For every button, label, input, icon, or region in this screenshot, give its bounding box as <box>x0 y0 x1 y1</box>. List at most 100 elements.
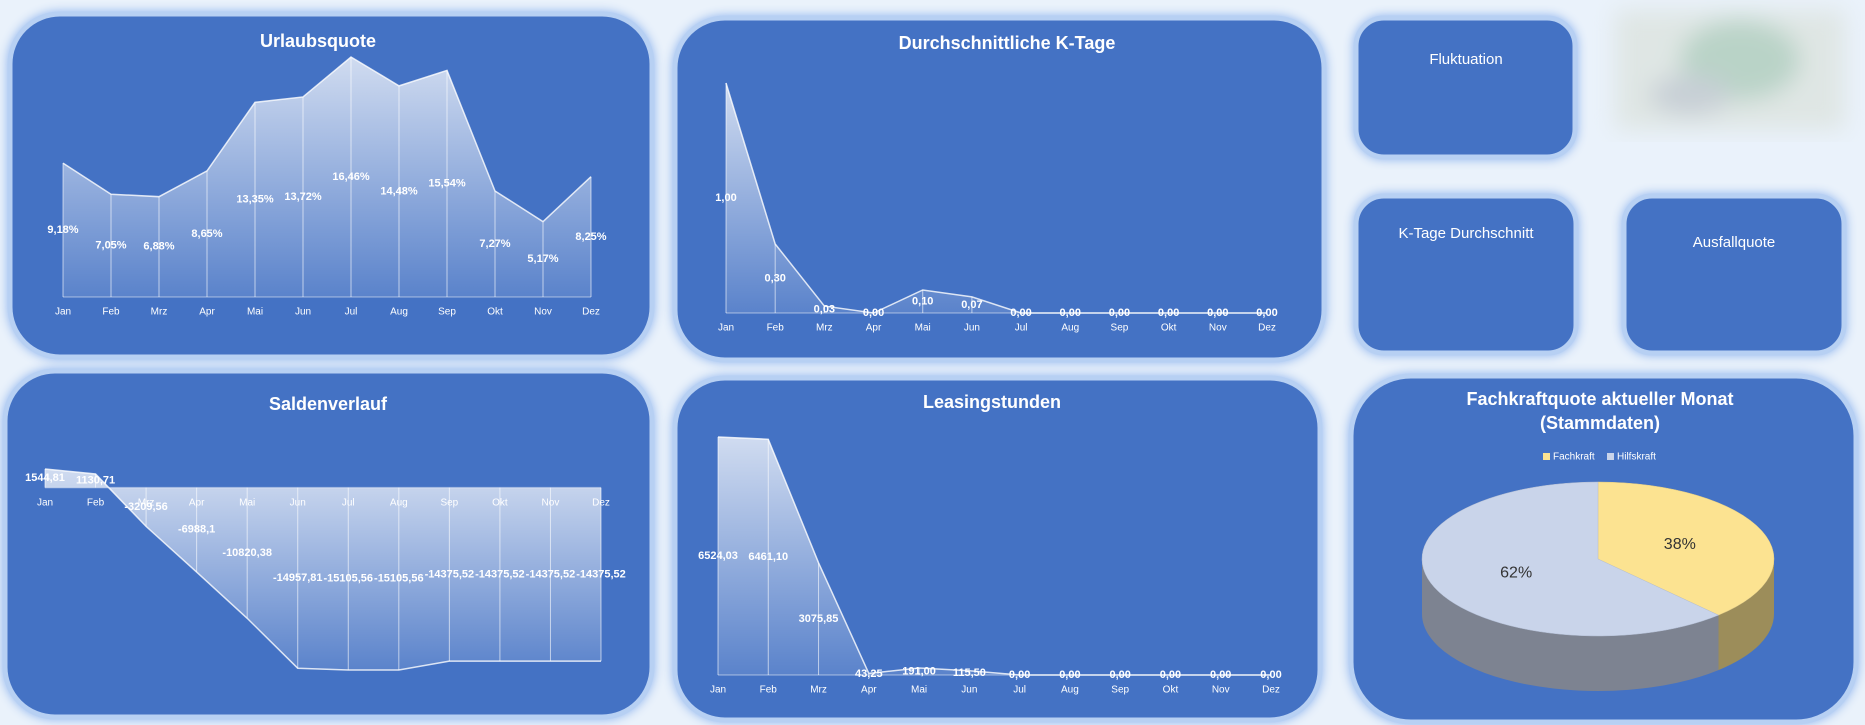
data-label: -15105,56 <box>374 573 424 585</box>
data-label: 13,35% <box>236 194 274 206</box>
category-label: Nov <box>534 307 552 318</box>
category-label: Okt <box>1161 323 1177 334</box>
data-label: 0,00 <box>863 307 884 319</box>
area-line <box>44 468 601 671</box>
category-label: Mrz <box>138 497 155 508</box>
area-fill <box>45 469 601 670</box>
category-label: Dez <box>592 497 610 508</box>
category-label: Okt <box>487 307 503 318</box>
data-label: 0,00 <box>1260 669 1281 681</box>
category-label: Apr <box>866 323 882 334</box>
chart-title: Urlaubsquote <box>260 31 376 51</box>
category-label: Jul <box>342 497 355 508</box>
data-label: 0,00 <box>1059 669 1080 681</box>
category-label: Feb <box>87 497 105 508</box>
category-label: Apr <box>861 685 877 696</box>
pie-side <box>1718 559 1774 671</box>
category-label: Aug <box>1061 685 1079 696</box>
category-label: Mai <box>239 497 255 508</box>
category-label: Jan <box>718 323 734 334</box>
data-label: 16,46% <box>332 171 370 183</box>
data-label: 6524,03 <box>698 550 738 562</box>
data-label: -14375,52 <box>526 568 576 580</box>
data-label: 0,03 <box>814 303 835 315</box>
category-label: Jun <box>295 307 311 318</box>
category-label: Nov <box>1212 685 1230 696</box>
category-label: Dez <box>1258 323 1276 334</box>
category-label: Feb <box>767 323 785 334</box>
data-label: 7,27% <box>479 238 510 250</box>
category-label: Jan <box>55 307 71 318</box>
category-label: Sep <box>1111 323 1129 334</box>
area-fill <box>718 437 1271 675</box>
data-label: 0,00 <box>1256 307 1277 319</box>
category-label: Nov <box>1209 323 1227 334</box>
category-label: Mrz <box>816 323 833 334</box>
data-label: 13,72% <box>284 191 322 203</box>
area-line <box>62 56 592 223</box>
panel <box>672 15 1327 363</box>
data-label: 14,48% <box>380 185 418 197</box>
data-label: -3209,56 <box>124 501 167 513</box>
category-label: Mai <box>911 685 927 696</box>
category-label: Jun <box>964 323 980 334</box>
data-label: 0,00 <box>1109 669 1130 681</box>
category-label: Aug <box>390 307 408 318</box>
data-label: -6988,1 <box>178 524 215 536</box>
chart-title: Fachkraftquote aktueller Monat <box>1466 389 1733 409</box>
data-label: 0,10 <box>912 295 933 307</box>
data-label: 6461,10 <box>748 551 788 563</box>
category-label: Aug <box>390 497 408 508</box>
category-label: Sep <box>440 497 458 508</box>
chart-title: Saldenverlauf <box>269 394 388 414</box>
area-line <box>725 82 1267 314</box>
category-label: Okt <box>492 497 508 508</box>
data-label: 7,05% <box>95 240 126 252</box>
data-label: 3075,85 <box>799 613 839 625</box>
category-label: Jun <box>961 685 977 696</box>
data-label: 0,00 <box>1207 307 1228 319</box>
data-label: 0,00 <box>1060 307 1081 319</box>
data-label: 9,18% <box>47 224 78 236</box>
category-label: Feb <box>102 307 120 318</box>
data-label: -14957,81 <box>273 572 323 584</box>
data-label: 191,00 <box>902 665 936 677</box>
category-label: Jan <box>37 497 53 508</box>
data-label: 0,07 <box>961 299 982 311</box>
tile-label: K-Tage Durchschnitt <box>1398 225 1534 242</box>
data-label: 1,00 <box>715 192 736 204</box>
area-line <box>717 436 1271 676</box>
category-label: Apr <box>199 307 215 318</box>
data-label: 0,00 <box>1009 669 1030 681</box>
category-label: Sep <box>1111 685 1129 696</box>
pie-slice <box>1421 481 1720 637</box>
data-label: -14375,52 <box>425 568 475 580</box>
data-label: -14375,52 <box>576 568 626 580</box>
category-label: Okt <box>1163 685 1179 696</box>
data-label: 62% <box>1500 564 1532 581</box>
category-label: Nov <box>542 497 560 508</box>
data-label: 0,30 <box>764 272 785 284</box>
legend-swatch <box>1543 453 1550 460</box>
category-label: Apr <box>189 497 205 508</box>
tile-label: Fluktuation <box>1429 51 1502 68</box>
category-label: Mrz <box>151 307 168 318</box>
category-label: Feb <box>760 685 778 696</box>
chart-title: Leasingstunden <box>923 392 1061 412</box>
data-label: 0,00 <box>1160 669 1181 681</box>
data-label: 38% <box>1664 536 1696 553</box>
legend-label: Hilfskraft <box>1617 452 1656 463</box>
category-label: Dez <box>1262 685 1280 696</box>
data-label: 8,25% <box>575 231 606 243</box>
data-label: 8,65% <box>191 228 222 240</box>
category-label: Jun <box>290 497 306 508</box>
category-label: Jul <box>1015 323 1028 334</box>
category-label: Mrz <box>810 685 827 696</box>
category-label: Mai <box>247 307 263 318</box>
tile-panel <box>1621 193 1847 356</box>
legend-label: Fachkraft <box>1553 452 1595 463</box>
data-label: 6,88% <box>143 241 174 253</box>
data-label: 5,17% <box>527 253 558 265</box>
pie-side <box>1421 559 1719 692</box>
